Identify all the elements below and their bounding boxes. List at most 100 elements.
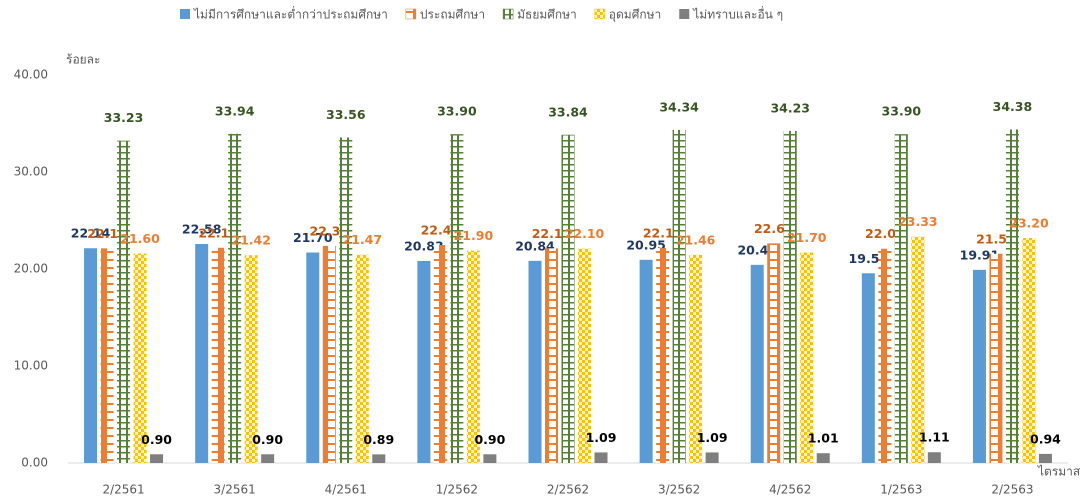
bar — [150, 454, 164, 463]
value-label: 1.01 — [808, 431, 839, 446]
bar — [639, 259, 653, 463]
x-tick-label: 3/2561 — [214, 483, 256, 497]
value-label: 33.94 — [215, 103, 255, 118]
value-label: 22.09 — [865, 226, 905, 241]
value-label: 21.90 — [454, 228, 494, 243]
bar — [372, 454, 386, 463]
value-label: 21.60 — [120, 231, 160, 246]
bar — [466, 250, 480, 463]
x-tick-label: 4/2561 — [325, 483, 367, 497]
legend-swatch — [502, 8, 514, 20]
bar — [578, 248, 591, 463]
value-label: 1.09 — [697, 430, 728, 445]
bar — [927, 452, 941, 463]
bar — [100, 248, 114, 463]
bar — [750, 264, 764, 463]
legend-label: ไม่ทราบและอื่น ๆ — [692, 6, 783, 22]
bar — [244, 255, 258, 463]
bar — [211, 247, 225, 463]
value-label: 0.90 — [474, 432, 505, 447]
bar — [989, 253, 1003, 463]
value-label: 23.33 — [898, 214, 938, 229]
bar — [656, 248, 670, 463]
value-label: 21.70 — [293, 230, 333, 245]
bar — [417, 260, 431, 463]
value-label: 34.34 — [659, 99, 699, 114]
bar — [450, 134, 464, 464]
x-tick-label: 1/2563 — [880, 483, 922, 497]
bar — [322, 245, 336, 463]
bar — [339, 137, 353, 463]
bar — [355, 254, 369, 463]
value-label: 22.38 — [310, 223, 350, 238]
bar — [767, 243, 781, 463]
value-label: 21.42 — [231, 233, 271, 248]
value-label: 0.90 — [141, 432, 172, 447]
value-label: 0.89 — [363, 432, 394, 447]
value-label: 1.09 — [586, 430, 617, 445]
bar — [705, 452, 719, 463]
value-label: 22.13 — [532, 226, 572, 241]
bar — [228, 133, 242, 464]
value-label: 22.58 — [182, 221, 222, 236]
x-tick-label: 1/2562 — [436, 483, 478, 497]
bar — [195, 243, 209, 463]
bar — [433, 245, 447, 463]
legend-swatch — [679, 9, 690, 19]
y-tick-label: 20.00 — [14, 262, 48, 276]
x-tick-label: 4/2562 — [769, 483, 811, 497]
bar — [1038, 453, 1052, 463]
y-tick-label: 0.00 — [21, 456, 48, 470]
value-label: 33.90 — [437, 104, 477, 119]
x-tick-label: 3/2562 — [658, 483, 700, 497]
legend-label: ประถมศึกษา — [420, 8, 485, 22]
bar — [133, 253, 147, 463]
y-tick-label: 30.00 — [14, 165, 48, 179]
value-label: 20.95 — [626, 237, 666, 252]
value-label: 22.10 — [565, 226, 605, 241]
bar — [861, 273, 875, 463]
value-label: 19.91 — [960, 247, 1000, 262]
bar — [306, 252, 320, 463]
value-label: 33.84 — [548, 104, 588, 119]
value-label: 21.46 — [676, 232, 716, 247]
legend-label: ไม่มีการศึกษาและต่ำกว่าประถมศึกษา — [193, 6, 388, 22]
value-label: 22.19 — [198, 225, 238, 240]
value-label: 0.90 — [252, 432, 283, 447]
value-label: 22.13 — [87, 226, 127, 241]
bar — [878, 248, 892, 463]
legend-label: อุดมศึกษา — [609, 8, 661, 23]
bar — [483, 454, 497, 463]
value-label: 33.90 — [882, 104, 922, 119]
bar — [528, 260, 542, 463]
y-tick-label: 40.00 — [14, 68, 48, 82]
bar — [800, 252, 814, 463]
y-axis-label: ร้อยละ — [66, 53, 100, 67]
value-label: 34.38 — [993, 99, 1033, 114]
bar — [261, 454, 275, 463]
legend-swatch — [594, 8, 606, 20]
legend-swatch — [405, 8, 417, 20]
value-label: 1.11 — [919, 430, 950, 445]
value-label: 0.94 — [1030, 431, 1061, 446]
x-axis-label: ไตรมาส — [1037, 465, 1081, 479]
value-label: 21.57 — [976, 231, 1016, 246]
bar — [561, 134, 575, 463]
bar — [84, 248, 98, 463]
bar — [594, 452, 608, 463]
value-label: 21.47 — [343, 232, 383, 247]
bar — [783, 130, 797, 463]
value-label: 22.14 — [71, 226, 111, 241]
x-tick-label: 2/2563 — [991, 483, 1033, 497]
value-label: 20.83 — [404, 238, 444, 253]
bar — [689, 254, 703, 463]
bar — [972, 269, 986, 463]
bar — [1005, 129, 1019, 463]
bar — [672, 129, 686, 464]
bar — [816, 453, 830, 463]
x-tick-label: 2/2561 — [102, 483, 144, 497]
legend-label: มัธยมศึกษา — [517, 8, 577, 22]
bar — [894, 134, 908, 464]
value-label: 34.23 — [770, 100, 810, 115]
